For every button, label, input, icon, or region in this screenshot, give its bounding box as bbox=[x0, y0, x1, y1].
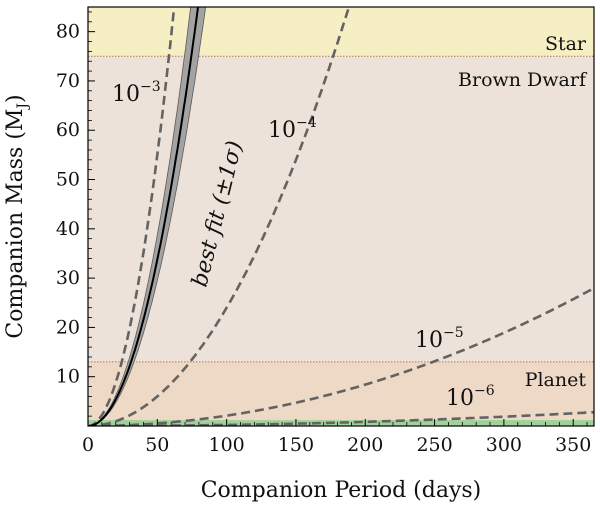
best-fit-line bbox=[88, 7, 200, 426]
reference-curve-minus4 bbox=[88, 7, 351, 426]
region-planet bbox=[88, 361, 594, 426]
y-tick-label: 30 bbox=[56, 267, 80, 289]
x-axis-label: Companion Period (days) bbox=[201, 478, 482, 503]
plot-frame bbox=[87, 6, 595, 427]
y-tick-label: 80 bbox=[56, 21, 80, 43]
x-tick-label: 50 bbox=[145, 434, 169, 456]
y-tick-label: 20 bbox=[56, 316, 80, 338]
x-tick-label: 150 bbox=[278, 434, 314, 456]
x-tick-label: 200 bbox=[347, 434, 383, 456]
region-star bbox=[88, 7, 594, 57]
region-label-star: Star bbox=[545, 33, 587, 55]
region-label-brown-dwarf: Brown Dwarf bbox=[458, 69, 588, 91]
x-tick-label: 100 bbox=[208, 434, 244, 456]
x-tick-label: 300 bbox=[486, 434, 522, 456]
curve-label-minus6: 10−6 bbox=[446, 383, 495, 411]
axes: 0 50 100 150 200 250 300 350 10 20 30 40 50 60 70 80 bbox=[56, 11, 591, 456]
y-tick-label: 70 bbox=[56, 70, 80, 92]
y-tick-label: 50 bbox=[56, 169, 80, 191]
x-tick-label: 350 bbox=[555, 434, 591, 456]
y-axis-label: Companion Mass (MJ) bbox=[3, 94, 31, 338]
best-fit-band bbox=[88, 7, 207, 426]
x-tick-label: 250 bbox=[416, 434, 452, 456]
x-tick-label: 0 bbox=[82, 434, 94, 456]
y-tick-label: 10 bbox=[56, 366, 80, 388]
reference-curve-minus3 bbox=[88, 7, 176, 426]
region-label-planet: Planet bbox=[525, 369, 587, 391]
curve-label-minus3: 10−3 bbox=[112, 79, 161, 107]
reference-curve-minus5 bbox=[88, 286, 594, 426]
curve-label-minus4: 10−4 bbox=[268, 115, 317, 143]
y-tick-label: 60 bbox=[56, 119, 80, 141]
curve-label-minus5: 10−5 bbox=[415, 325, 464, 353]
y-tick-label: 40 bbox=[56, 218, 80, 240]
